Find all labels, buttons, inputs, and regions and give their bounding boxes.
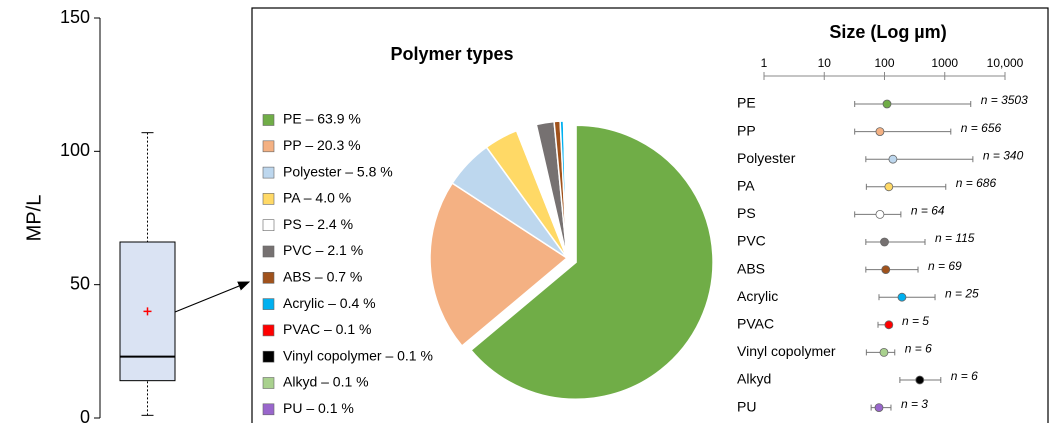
dot [874,403,884,413]
legend-swatch [262,377,275,389]
dot [875,127,885,137]
legend-label: PP – 20.3 % [283,137,361,153]
legend-label: PVC – 2.1 % [283,242,363,258]
panel-border [251,7,1049,423]
legend-swatch [262,140,275,153]
category-label: PU [737,398,756,414]
dot [897,292,907,302]
x-tick-label: 100 [874,56,894,70]
category-label: PVAC [737,316,774,332]
y-tick-label: 150 [60,7,90,27]
legend-label: Alkyd – 0.1 % [283,374,369,390]
mean-marker [143,307,152,316]
n-label: n = 3 [901,397,928,411]
legend-label: Polyester – 5.8 % [283,163,393,179]
n-label: n = 69 [928,259,962,273]
category-label: PVC [737,233,766,249]
legend-swatch [262,114,275,126]
dot [879,347,889,357]
n-label: n = 340 [983,148,1024,162]
legend-label: PU – 0.1 % [283,400,354,416]
y-axis-label: MP/L [23,195,45,242]
legend-swatch [262,219,275,231]
x-tick-label: 1 [761,56,768,70]
category-label: Vinyl copolymer [737,343,836,359]
y-tick-label: 0 [80,407,90,423]
n-label: n = 64 [911,204,945,218]
range-title: Size (Log µm) [829,22,946,42]
legend-swatch [262,350,275,363]
legend-label: PVAC – 0.1 % [283,321,371,337]
n-label: n = 115 [935,231,975,245]
legend-label: ABS – 0.7 % [283,269,362,285]
category-label: PS [737,205,756,221]
n-label: n = 6 [951,369,978,383]
pie-slice [469,124,714,400]
category-label: PE [737,95,756,111]
n-label: n = 25 [945,286,979,300]
category-label: PA [737,178,755,194]
pie-slice [565,120,568,259]
n-label: n = 3503 [981,93,1028,107]
legend-swatch [262,166,275,179]
dot [880,237,889,247]
category-label: ABS [737,260,765,276]
n-label: n = 6 [905,342,932,356]
legend-swatch [262,271,275,284]
legend-label: Vinyl copolymer – 0.1 % [283,347,433,363]
dot [884,320,894,330]
y-tick-label: 50 [70,273,90,293]
legend-label: PE – 63.9 % [283,111,361,127]
arrow [174,281,251,313]
dot [881,265,891,275]
category-label: Acrylic [737,288,778,304]
dot [884,182,894,192]
n-label: n = 656 [961,121,1002,135]
legend-swatch [262,403,275,416]
legend-swatch [262,298,275,310]
legend-label: Acrylic – 0.4 % [283,295,376,311]
legend-swatch [262,324,275,337]
x-tick-label: 10 [818,56,832,70]
pie-title: Polymer types [390,44,513,64]
n-label: n = 5 [902,314,929,328]
legend-label: PA – 4.0 % [283,190,351,206]
x-tick-label: 1000 [931,56,958,70]
category-label: PP [737,122,756,138]
legend-swatch [262,245,275,258]
dot [915,375,925,385]
pie-slice [429,182,569,348]
dot [875,209,885,219]
legend-swatch [262,193,275,205]
category-label: Alkyd [737,371,771,387]
n-label: n = 686 [956,176,997,190]
category-label: Polyester [737,150,796,166]
y-tick-label: 100 [60,140,90,160]
legend-label: PS – 2.4 % [283,216,353,232]
dot [882,99,892,109]
x-tick-label: 10,000 [987,56,1024,70]
dot [888,154,898,164]
